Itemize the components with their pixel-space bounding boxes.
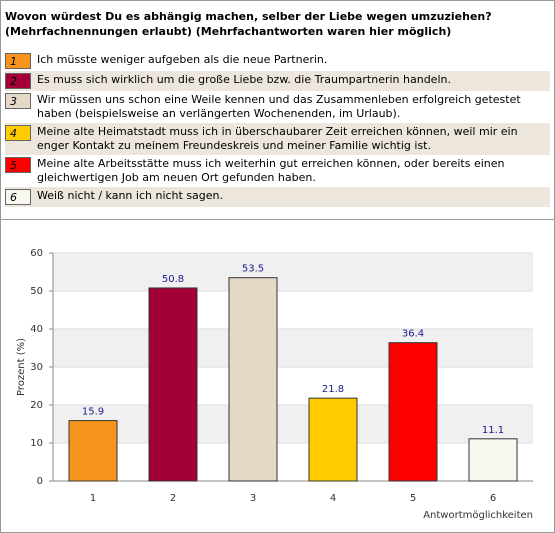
legend-number: 3 (5, 93, 31, 109)
y-tick-label: 10 (30, 438, 43, 449)
legend-text: Weiß nicht / kann ich nicht sagen. (37, 189, 224, 202)
chart-subtitle: (Mehrfachnennungen erlaubt) (Mehrfachant… (5, 25, 452, 38)
question-panel: Wovon würdest Du es abhängig machen, sel… (1, 1, 554, 220)
legend-text: Es muss sich wirklich um die große Liebe… (37, 73, 451, 86)
legend-number: 1 (5, 53, 31, 69)
legend-text: Wir müssen uns schon eine Weile kennen u… (37, 93, 521, 120)
legend-row: 6 Weiß nicht / kann ich nicht sagen. (5, 187, 550, 207)
x-tick-label: 6 (490, 493, 496, 504)
x-tick-label: 5 (410, 493, 416, 504)
bar (68, 420, 118, 482)
legend-row: 2 Es muss sich wirklich um die große Lieb… (5, 71, 550, 91)
legend-row: 4 Meine alte Heimatstadt muss ich in über… (5, 123, 550, 155)
legend-number: 2 (5, 73, 31, 89)
bar (148, 287, 198, 482)
chart-title: Wovon würdest Du es abhängig machen, sel… (5, 10, 492, 23)
x-axis-label: Antwortmöglichkeiten (423, 510, 533, 521)
data-label: 21.8 (322, 384, 344, 395)
legend-text: Meine alte Arbeitsstätte muss ich weiter… (37, 157, 505, 184)
legend-number: 5 (5, 157, 31, 173)
data-label: 50.8 (162, 274, 184, 285)
y-tick-label: 60 (30, 248, 43, 259)
y-tick-label: 20 (30, 400, 43, 411)
legend: 1 Ich müsste weniger aufgeben als die neu… (5, 51, 550, 207)
legend-row: 5 Meine alte Arbeitsstätte muss ich weite… (5, 155, 550, 187)
legend-number: 4 (5, 125, 31, 141)
y-axis-label: Prozent (%) (16, 338, 27, 396)
y-tick-label: 30 (30, 362, 43, 373)
chart: 0 10 20 30 40 50 60 Prozent (%) Antwortmöglichke… (16, 248, 533, 521)
data-label: 36.4 (402, 329, 424, 340)
grid-band (53, 405, 533, 443)
bar (468, 438, 518, 482)
x-tick-label: 2 (170, 493, 176, 504)
data-label: 53.5 (242, 264, 264, 275)
legend-text: Meine alte Heimatstadt muss ich in übers… (37, 125, 518, 152)
legend-text: Ich müsste weniger aufgeben als die neue… (37, 53, 328, 66)
bar (308, 397, 358, 482)
bar (228, 277, 278, 482)
x-tick-label: 1 (90, 493, 96, 504)
bar (388, 342, 438, 482)
data-label: 15.9 (82, 407, 104, 418)
x-tick-label: 3 (250, 493, 256, 504)
y-tick-label: 50 (30, 286, 43, 297)
legend-row: 3 Wir müssen uns schon eine Weile kennen … (5, 91, 550, 123)
grid-band (53, 329, 533, 367)
legend-row: 1 Ich müsste weniger aufgeben als die neu… (5, 51, 550, 71)
legend-number: 6 (5, 189, 31, 205)
y-tick-label: 0 (37, 476, 43, 487)
y-tick-label: 40 (30, 324, 43, 335)
grid-band (53, 253, 533, 291)
data-label: 11.1 (482, 425, 504, 436)
x-tick-label: 4 (330, 493, 336, 504)
